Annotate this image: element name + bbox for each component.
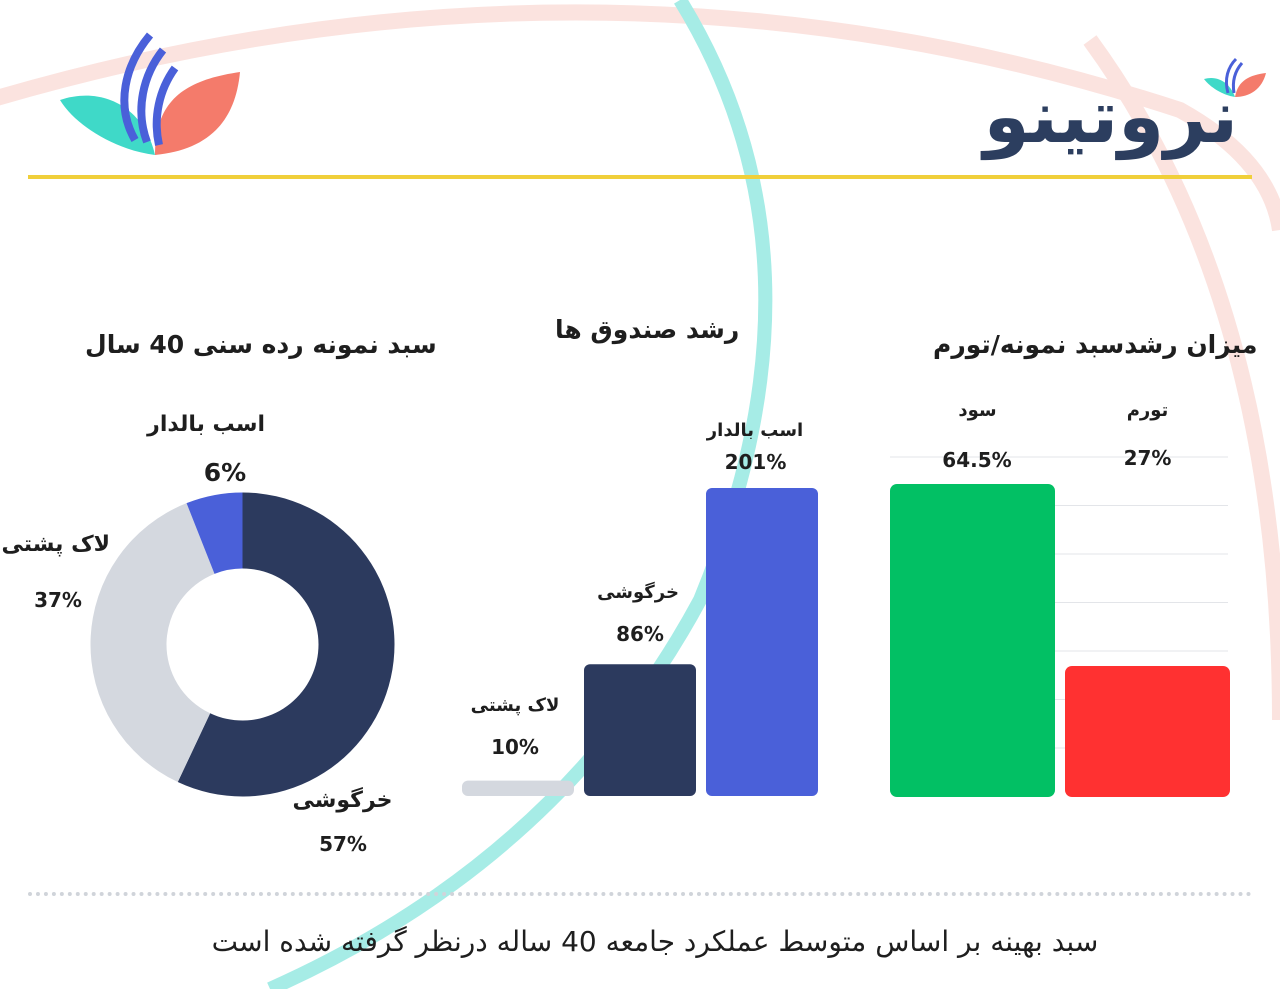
- donut-label-turtle: لاک پشتی: [1, 532, 110, 557]
- donut-value-rabbit: 57%: [319, 832, 367, 856]
- fund-value-turtle: 10%: [491, 735, 539, 759]
- inflation-label: تورم: [1126, 400, 1169, 421]
- profit-label: سود: [958, 400, 997, 421]
- fund-growth-chart: [462, 488, 818, 796]
- fund-growth-title: رشد صندوق ها: [555, 315, 740, 344]
- donut-label-rabbit: خرگوشی: [292, 788, 393, 813]
- donut-chart: [90, 492, 395, 797]
- fund-bar-2: [706, 488, 818, 796]
- brand-leaf-icon: [1204, 57, 1266, 97]
- bottom-divider: [28, 892, 1252, 896]
- donut-label-pegasus: اسب بالدار: [147, 412, 265, 437]
- fund-bar-1: [584, 664, 696, 796]
- fund-label-rabbit: خرگوشی: [597, 582, 679, 603]
- top-divider: [28, 175, 1252, 179]
- growth-bar-0: [890, 484, 1055, 797]
- growth-bar-1: [1065, 665, 1230, 797]
- fund-bar-0: [462, 780, 574, 796]
- growth-inflation-chart: [890, 456, 1230, 797]
- donut-slice-0: [177, 492, 395, 797]
- donut-value-pegasus: 6%: [203, 458, 247, 487]
- profit-value: 64.5%: [942, 448, 1012, 472]
- inflation-value: 27%: [1123, 446, 1172, 470]
- fund-label-turtle: لاک پشتی: [470, 695, 560, 716]
- fund-label-pegasus: اسب بالدار: [706, 420, 804, 441]
- donut-value-turtle: 37%: [34, 588, 82, 612]
- donut-slice-2: [186, 492, 243, 574]
- donut-slice-1: [90, 503, 215, 783]
- brand-wordmark: نروتینو: [983, 74, 1238, 160]
- fund-value-pegasus: 201%: [724, 450, 787, 474]
- fund-value-rabbit: 86%: [616, 622, 664, 646]
- growth-inflation-title: میزان رشدسبد نمونه/تورم: [933, 330, 1258, 359]
- donut-chart-title: سبد نمونه رده سنی 40 سال: [85, 330, 437, 359]
- leaf-logo-icon: [60, 32, 240, 155]
- footer-note: سبد بهینه بر اساس متوسط عملکرد جامعه 40 …: [211, 925, 1099, 958]
